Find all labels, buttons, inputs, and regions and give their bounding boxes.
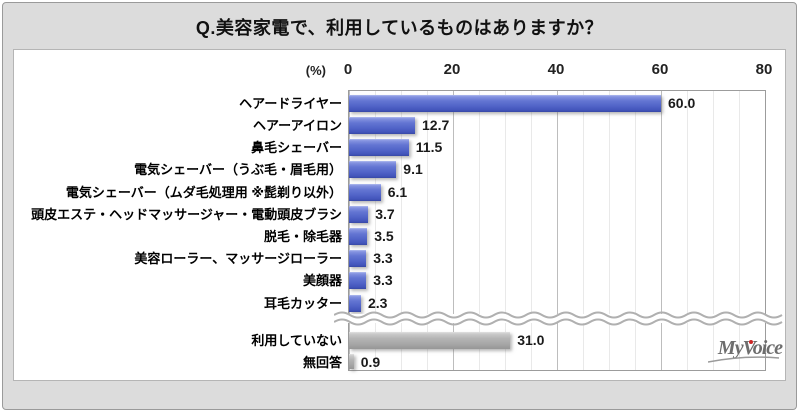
bar: [349, 161, 397, 178]
axis-break-wave: [334, 311, 784, 326]
category-label: 電気シェーバー（うぶ毛・眉毛用）: [134, 162, 342, 177]
x-axis-tick: 80: [755, 61, 773, 78]
bar: [349, 272, 367, 289]
category-label: 美容ローラー、マッサージローラー: [134, 251, 342, 266]
chart-row: 電気シェーバー（ムダ毛処理用 ※髭剃り以外） 6.1: [14, 184, 785, 201]
chart-row: ヘアードライヤー 60.0: [14, 95, 785, 112]
value-label: 11.5: [415, 139, 443, 155]
myvoice-logo: MyVoice: [692, 337, 783, 363]
value-label: 6.1: [387, 184, 408, 200]
logo-red-dot-icon: [749, 340, 753, 344]
bar: [349, 354, 354, 369]
category-label: 無回答: [302, 355, 342, 370]
category-label: 電気シェーバー（ムダ毛処理用 ※髭剃り以外）: [65, 185, 342, 200]
value-label: 0.9: [360, 354, 381, 370]
myvoice-logo-text: MyVoice: [717, 337, 783, 359]
survey-chart-widget: Q.美容家電で、利用しているものはありますか？ (%) 0 20 40 60 8…: [2, 2, 797, 410]
chart-row: ヘアーアイロン 12.7: [14, 117, 785, 134]
category-label: 美顔器: [302, 273, 342, 288]
value-label: 12.7: [422, 117, 450, 133]
category-label: ヘアーアイロン: [252, 118, 342, 133]
category-label: ヘアードライヤー: [239, 96, 342, 111]
x-axis-tick: 60: [651, 61, 669, 78]
value-label: 2.3: [368, 295, 388, 311]
chart-panel: (%) 0 20 40 60 80 ヘアードライヤー 60.0 ヘアーアイロン …: [13, 49, 786, 381]
percent-unit-label: (%): [305, 63, 326, 78]
value-label: 9.1: [403, 161, 423, 177]
value-label: 3.3: [373, 250, 393, 266]
chart-row: 鼻毛シェーバー 11.5: [14, 139, 785, 156]
value-label: 31.0: [517, 332, 545, 348]
chart-row: 利用していない 31.0: [14, 332, 785, 349]
bar: [349, 95, 661, 112]
chart-row: 無回答 0.9: [14, 354, 785, 371]
chart-title: Q.美容家電で、利用しているものはありますか？: [195, 18, 604, 38]
bar: [349, 139, 409, 156]
chart-row: 脱毛・除毛器 3.5: [14, 228, 785, 245]
value-label: 60.0: [668, 95, 696, 111]
bar: [349, 250, 367, 267]
bar: [349, 228, 368, 245]
bar: [349, 117, 415, 134]
chart-row: 頭皮エステ・ヘッドマッサージャー・電動頭皮ブラシ 3.7: [14, 206, 785, 223]
bar-chart: (%) 0 20 40 60 80 ヘアードライヤー 60.0 ヘアーアイロン …: [14, 50, 785, 380]
category-label: 耳毛カッター: [263, 296, 342, 311]
value-label: 3.5: [374, 228, 394, 244]
category-label: 鼻毛シェーバー: [251, 140, 342, 155]
chart-row: 電気シェーバー（うぶ毛・眉毛用） 9.1: [14, 161, 785, 178]
bar: [349, 184, 381, 201]
value-label: 3.3: [373, 272, 393, 288]
category-label: 利用していない: [251, 333, 342, 348]
x-axis-tick: 40: [547, 61, 565, 78]
bar: [349, 206, 369, 223]
chart-row: 美容ローラー、マッサージローラー 3.3: [14, 250, 785, 267]
category-label: 脱毛・除毛器: [263, 229, 342, 244]
logo-swoosh-icon: [708, 356, 780, 363]
chart-row: 美顔器 3.3: [14, 272, 785, 289]
value-label: 3.7: [375, 206, 395, 222]
category-label: 頭皮エステ・ヘッドマッサージャー・電動頭皮ブラシ: [31, 207, 342, 222]
x-axis-tick: 20: [443, 61, 461, 78]
chart-row: 耳毛カッター 2.3: [14, 295, 785, 312]
bar: [349, 295, 361, 312]
x-axis-tick: 0: [343, 61, 353, 78]
bar: [349, 332, 511, 349]
